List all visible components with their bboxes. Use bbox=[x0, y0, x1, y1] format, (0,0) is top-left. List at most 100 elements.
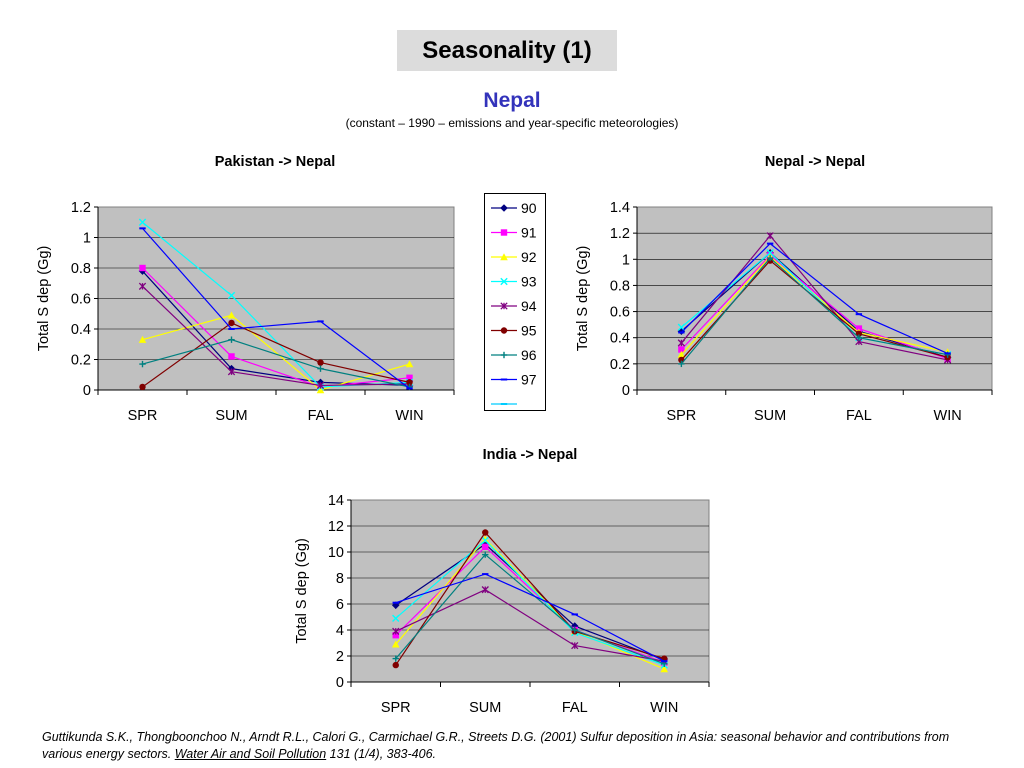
slide-caption: (constant – 1990 – emissions and year-sp… bbox=[345, 116, 679, 130]
data-point-96 bbox=[678, 360, 685, 368]
series-line-94 bbox=[142, 285, 410, 387]
legend-marker bbox=[500, 327, 508, 334]
slide-subject: Nepal bbox=[483, 89, 541, 112]
data-point-94 bbox=[316, 381, 325, 390]
y-tick-label: 0 bbox=[336, 675, 344, 691]
x-tick-label: SPR bbox=[128, 408, 158, 424]
data-point-95 bbox=[406, 379, 413, 386]
y-tick-label: 0.8 bbox=[610, 278, 630, 294]
x-tick-label: WIN bbox=[650, 700, 678, 716]
data-point-93 bbox=[766, 249, 774, 257]
data-point-92 bbox=[677, 350, 686, 358]
y-tick-label: 1.2 bbox=[610, 226, 630, 242]
data-point-90 bbox=[677, 327, 686, 335]
y-tick-label: 1.4 bbox=[610, 200, 630, 216]
legend-label: 92 bbox=[521, 249, 537, 265]
legend-label: 96 bbox=[521, 347, 537, 363]
data-point-95 bbox=[228, 319, 235, 327]
plot-area bbox=[350, 499, 710, 683]
data-point-91 bbox=[139, 264, 146, 272]
x-tick-label: SUM bbox=[754, 408, 786, 424]
series-line-96 bbox=[142, 339, 410, 388]
y-tick-label: 12 bbox=[328, 519, 344, 535]
data-point-92 bbox=[391, 640, 400, 648]
data-point-96 bbox=[571, 626, 578, 634]
data-point-91 bbox=[228, 353, 235, 360]
legend-marker bbox=[500, 277, 508, 286]
data-point-95 bbox=[139, 383, 146, 391]
slide-title: Seasonality (1) bbox=[422, 36, 592, 64]
data-point-91 bbox=[392, 632, 399, 639]
x-tick-label: WIN bbox=[934, 408, 962, 424]
legend-marker bbox=[500, 351, 508, 359]
data-point-91 bbox=[855, 325, 863, 332]
y-tick-label: 0.6 bbox=[610, 305, 630, 321]
legend-marker bbox=[500, 229, 508, 236]
legend-marker bbox=[500, 253, 508, 261]
legend-label: 95 bbox=[521, 323, 537, 339]
y-tick-label: 0 bbox=[83, 383, 91, 399]
y-tick-label: 0.4 bbox=[71, 322, 91, 338]
data-point-91 bbox=[406, 374, 413, 381]
series-line-94 bbox=[395, 589, 665, 662]
y-tick-label: 14 bbox=[328, 493, 344, 509]
y-axis-label: Total S dep (Gg) bbox=[294, 538, 310, 644]
y-tick-label: 1.2 bbox=[71, 200, 91, 216]
y-tick-label: 6 bbox=[336, 597, 344, 613]
data-point-91 bbox=[678, 346, 685, 353]
data-point-92 bbox=[316, 386, 325, 394]
data-point-93 bbox=[138, 218, 147, 226]
y-tick-label: 0 bbox=[622, 383, 630, 399]
series-line-97 bbox=[680, 242, 948, 354]
data-point-92 bbox=[405, 360, 414, 368]
y-tick-label: 1 bbox=[83, 231, 91, 247]
data-point-94 bbox=[766, 232, 774, 240]
x-tick-label: FAL bbox=[846, 408, 872, 424]
legend-label: 91 bbox=[521, 225, 537, 241]
y-tick-label: 0.6 bbox=[71, 292, 91, 308]
data-point-93 bbox=[392, 614, 400, 622]
y-tick-label: 0.4 bbox=[610, 331, 630, 347]
data-point-95 bbox=[855, 330, 863, 337]
x-tick-label: SPR bbox=[666, 408, 696, 424]
legend-entries: 90 91 92 93 94 95 96 97 bbox=[491, 200, 537, 405]
series-line-97 bbox=[395, 573, 665, 662]
data-point-94 bbox=[392, 627, 400, 635]
y-tick-label: 1 bbox=[622, 252, 630, 268]
citation-volume: 131 (1/4), 383-406. bbox=[329, 747, 436, 761]
x-tick-label: SUM bbox=[469, 700, 501, 716]
x-tick-label: WIN bbox=[395, 408, 423, 424]
data-point-96 bbox=[482, 551, 489, 558]
x-tick-label: SPR bbox=[381, 700, 411, 716]
x-tick-label: FAL bbox=[308, 408, 334, 424]
chart-title-india: India -> Nepal bbox=[482, 447, 578, 463]
series-line-92 bbox=[142, 314, 410, 391]
y-tick-label: 0.2 bbox=[71, 353, 91, 369]
data-point-93 bbox=[227, 291, 236, 300]
legend-label: 94 bbox=[521, 298, 537, 314]
legend-label: 93 bbox=[521, 274, 537, 290]
data-point-92 bbox=[660, 665, 669, 673]
data-point-94 bbox=[481, 586, 489, 594]
data-point-96 bbox=[139, 360, 146, 368]
y-tick-label: 4 bbox=[336, 623, 344, 639]
data-point-95 bbox=[392, 661, 399, 669]
chart-legend: 90 91 92 93 94 95 96 97 bbox=[484, 193, 546, 411]
citation: Guttikunda S.K., Thongboonchoo N., Arndt… bbox=[42, 729, 992, 763]
data-point-93 bbox=[677, 323, 686, 331]
data-point-96 bbox=[317, 365, 324, 372]
data-point-91 bbox=[482, 543, 489, 550]
data-point-94 bbox=[571, 641, 579, 650]
series-line-91 bbox=[680, 254, 948, 360]
series-line-97 bbox=[142, 227, 410, 389]
series-line-90 bbox=[142, 270, 410, 387]
legend-label: 90 bbox=[521, 200, 537, 216]
data-point-92 bbox=[138, 335, 147, 343]
legend-marker bbox=[500, 302, 508, 310]
y-tick-label: 8 bbox=[336, 571, 344, 587]
series-line-95 bbox=[142, 322, 410, 388]
y-tick-label: 2 bbox=[336, 649, 344, 665]
